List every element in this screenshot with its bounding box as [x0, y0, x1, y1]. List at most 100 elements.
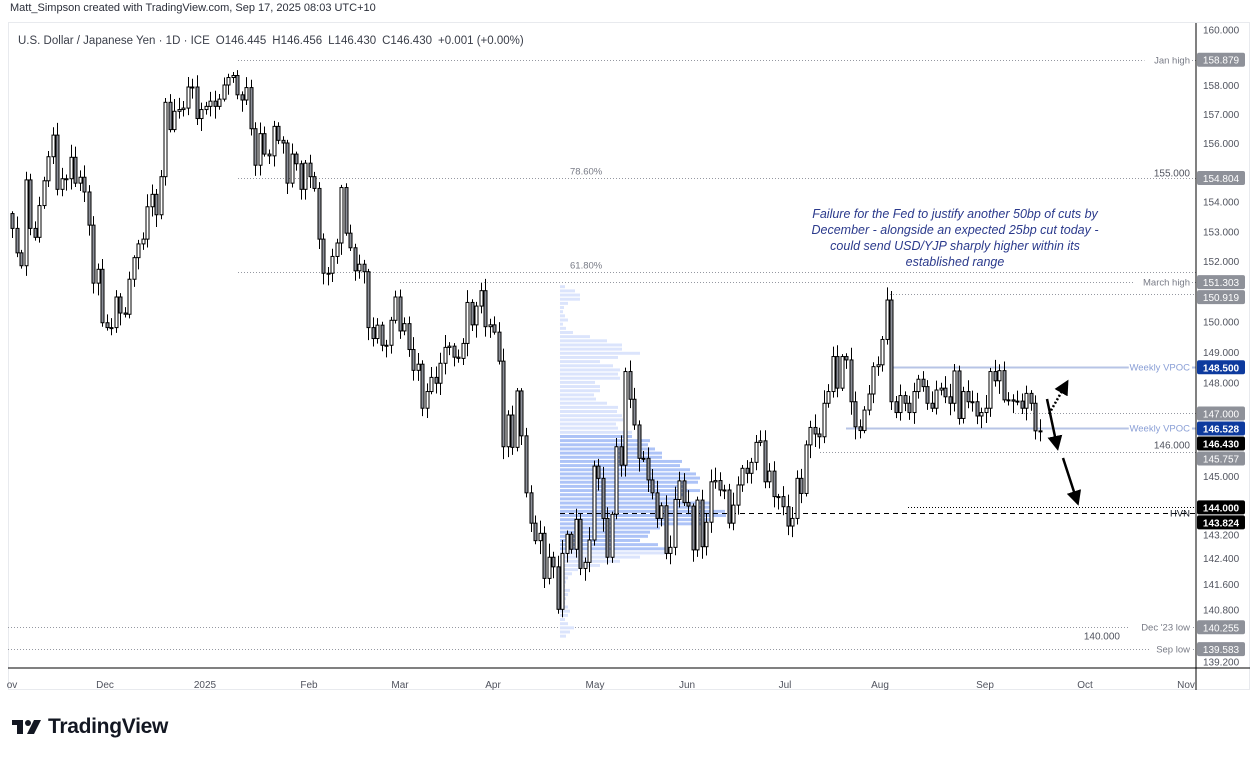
candle-body-down	[1038, 430, 1043, 433]
volume-profile-bar	[560, 335, 590, 339]
time-tick-label: Dec	[96, 680, 114, 691]
price-badge-label: 154.804	[1203, 174, 1240, 185]
price-axis[interactable]: 158.879 154.804 151.303 150.919 148.500 147.0…	[1084, 23, 1248, 690]
volume-profile-bar	[560, 443, 648, 447]
candle	[565, 530, 570, 563]
candle	[682, 473, 687, 506]
candle-body-down	[686, 502, 691, 507]
candle-body-down	[551, 556, 556, 568]
volume-profile-bar	[560, 455, 662, 459]
candle	[840, 354, 845, 391]
candle	[533, 515, 538, 545]
candle-body-up	[222, 84, 227, 100]
volume-profile-bar	[560, 351, 640, 355]
candle	[244, 77, 249, 106]
candle-body-down	[492, 324, 497, 333]
candle-body-up	[610, 513, 615, 558]
price-tick-label: 157.000	[1203, 110, 1240, 121]
candle-body-up	[538, 532, 543, 542]
candle	[492, 316, 497, 335]
volume-profile-bar	[560, 293, 580, 297]
candle-body-down	[700, 499, 705, 548]
candle-body-down	[33, 227, 38, 238]
volume-profile-bar	[560, 318, 568, 322]
candle	[826, 384, 831, 408]
candle	[371, 317, 376, 347]
candle	[429, 367, 434, 395]
candle-body-up	[443, 346, 448, 364]
candle	[258, 122, 263, 176]
volume-profile-bar	[560, 326, 566, 330]
candle	[213, 90, 218, 119]
volume-profile-bar	[560, 343, 622, 347]
candle	[659, 502, 664, 527]
candle-body-up	[695, 499, 700, 551]
price-badge-label: 140.255	[1203, 623, 1240, 634]
candle	[853, 391, 858, 440]
candle-body-down	[849, 359, 854, 403]
volume-profile-bar	[560, 289, 575, 293]
price-badge-label: 146.528	[1203, 424, 1240, 435]
candle-body-up	[822, 402, 827, 438]
candle	[934, 380, 939, 415]
volume-profile-bar	[560, 530, 650, 534]
volume-profile-bar	[560, 555, 640, 559]
candle	[997, 364, 1002, 394]
level-label-bg	[1128, 423, 1192, 434]
candle	[1029, 390, 1034, 411]
candle-body-down	[312, 176, 317, 189]
volume-profile-bar	[560, 376, 620, 380]
candle-body-up	[244, 87, 249, 101]
volume-profile-bar	[560, 522, 705, 526]
volume-profile-bar	[560, 622, 568, 626]
candle	[362, 259, 367, 284]
candle	[912, 382, 917, 424]
candle-body-down	[497, 331, 502, 362]
volume-profile-bar	[560, 489, 700, 493]
candle	[290, 143, 295, 188]
candle-body-down	[100, 268, 105, 324]
level-label-bg	[1128, 362, 1192, 373]
candle	[447, 342, 452, 356]
candle	[51, 127, 56, 165]
candle	[614, 438, 619, 520]
time-axis[interactable]: ov Dec 2025 Feb Mar Apr May Jun Jul Aug Sep Oct Nov	[7, 667, 1250, 691]
volume-profile-bar	[560, 418, 623, 422]
candle-body-up	[217, 98, 222, 107]
candle-body-down	[993, 371, 998, 382]
candle-body-up	[984, 407, 989, 414]
candle-body-down	[91, 224, 96, 284]
candle	[262, 126, 267, 157]
candle-body-down	[362, 263, 367, 273]
candle	[163, 97, 168, 186]
candle-body-down	[569, 533, 574, 550]
candle	[569, 531, 574, 554]
candle	[299, 160, 304, 200]
candle-body-up	[389, 319, 394, 346]
price-badge-label: 145.757	[1203, 454, 1240, 465]
candle-body-up	[474, 305, 479, 326]
chart-frame	[8, 22, 1250, 690]
volume-profile-bar	[560, 405, 618, 409]
candle	[190, 78, 195, 99]
candle	[357, 254, 362, 279]
price-badge	[1197, 421, 1245, 436]
candle-body-up	[42, 180, 47, 207]
candle	[181, 101, 186, 117]
price-tick-label: 158.000	[1203, 81, 1240, 92]
candle-body-up	[208, 100, 213, 107]
candle-body-up	[840, 356, 845, 389]
tradingview-logo[interactable]: TradingView	[12, 715, 168, 739]
candle-body-up	[127, 278, 132, 315]
candle	[145, 194, 150, 248]
volume-profile-bar	[560, 476, 700, 480]
candle-body-down	[853, 401, 858, 428]
candle	[452, 343, 457, 367]
symbol-name[interactable]: U.S. Dollar / Japanese Yen · 1D · ICE	[18, 35, 210, 47]
candle	[253, 122, 258, 176]
candle-body-up	[961, 391, 966, 419]
candle-body-down	[975, 401, 980, 417]
candle	[713, 467, 718, 489]
candle	[749, 457, 754, 484]
